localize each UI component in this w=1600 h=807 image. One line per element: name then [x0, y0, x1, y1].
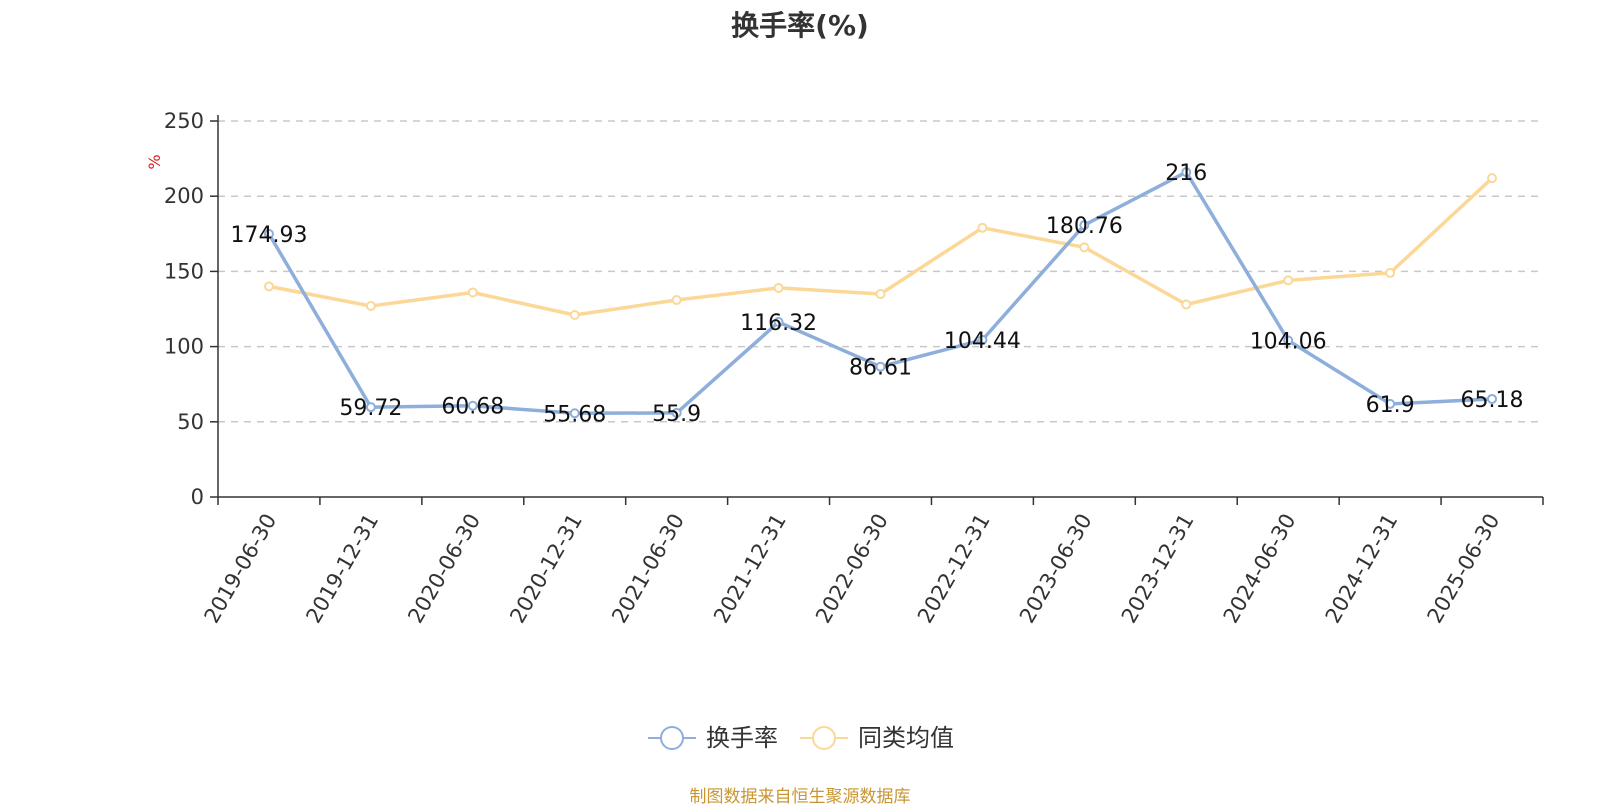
data-point — [263, 228, 274, 239]
data-point — [1283, 275, 1294, 286]
y-tick-label: 100 — [164, 335, 204, 359]
legend-marker — [812, 726, 836, 750]
y-tick-label: 150 — [164, 259, 204, 283]
data-point — [569, 310, 580, 321]
data-label: 104.44 — [944, 329, 1021, 354]
x-tick-label: 2025-06-30 — [1423, 510, 1505, 628]
data-point — [977, 222, 988, 233]
x-tick-label: 2022-12-31 — [913, 510, 995, 628]
x-tick-label: 2021-12-31 — [709, 510, 791, 628]
x-tick-label: 2023-12-31 — [1117, 510, 1199, 628]
y-axis-label: % — [145, 154, 164, 169]
data-point — [1487, 393, 1498, 404]
data-label: 216 — [1165, 161, 1207, 186]
y-tick-label: 200 — [164, 184, 204, 208]
x-tick-label: 2022-06-30 — [811, 510, 893, 628]
x-tick-label: 2020-06-30 — [403, 510, 485, 628]
data-point — [977, 334, 988, 345]
data-label: 174.93 — [230, 223, 307, 248]
data-point — [1385, 267, 1396, 278]
data-point — [875, 361, 886, 372]
data-point — [467, 400, 478, 411]
legend-label: 同类均值 — [858, 724, 954, 752]
y-tick-label: 50 — [177, 410, 204, 434]
data-point — [773, 317, 784, 328]
data-point — [1079, 220, 1090, 231]
data-point — [263, 281, 274, 292]
data-point — [365, 402, 376, 413]
data-point — [1283, 335, 1294, 346]
y-tick-label: 250 — [164, 109, 204, 133]
legend-marker — [660, 726, 684, 750]
data-point — [1181, 299, 1192, 310]
x-tick-label: 2019-12-31 — [301, 510, 383, 628]
data-label: 55.9 — [652, 402, 701, 427]
data-point — [1181, 167, 1192, 178]
data-label: 59.72 — [339, 396, 402, 421]
data-label: 104.06 — [1250, 329, 1327, 354]
data-point — [569, 408, 580, 419]
data-label: 180.76 — [1046, 214, 1123, 239]
data-label: 65.18 — [1461, 388, 1524, 413]
data-point — [1487, 173, 1498, 184]
source-note: 制图数据来自恒生聚源数据库 — [689, 787, 911, 807]
data-point — [773, 282, 784, 293]
x-tick-label: 2020-12-31 — [505, 510, 587, 628]
data-point — [365, 300, 376, 311]
data-label: 86.61 — [849, 356, 912, 381]
data-point — [1385, 398, 1396, 409]
data-label: 60.68 — [441, 395, 504, 420]
x-tick-label: 2024-12-31 — [1321, 510, 1403, 628]
x-tick-label: 2024-06-30 — [1219, 510, 1301, 628]
x-tick-label: 2021-06-30 — [607, 510, 689, 628]
data-point — [671, 407, 682, 418]
y-tick-label: 0 — [191, 485, 204, 509]
data-label: 116.32 — [740, 311, 817, 336]
data-label: 61.9 — [1366, 393, 1415, 418]
data-point — [1079, 242, 1090, 253]
chart-title: 换手率(%) — [731, 9, 869, 42]
data-point — [671, 294, 682, 305]
x-tick-label: 2019-06-30 — [199, 510, 281, 628]
data-point — [467, 287, 478, 298]
data-label: 55.68 — [543, 402, 606, 427]
data-point — [875, 288, 886, 299]
x-tick-label: 2023-06-30 — [1015, 510, 1097, 628]
legend-label: 换手率 — [706, 724, 778, 752]
